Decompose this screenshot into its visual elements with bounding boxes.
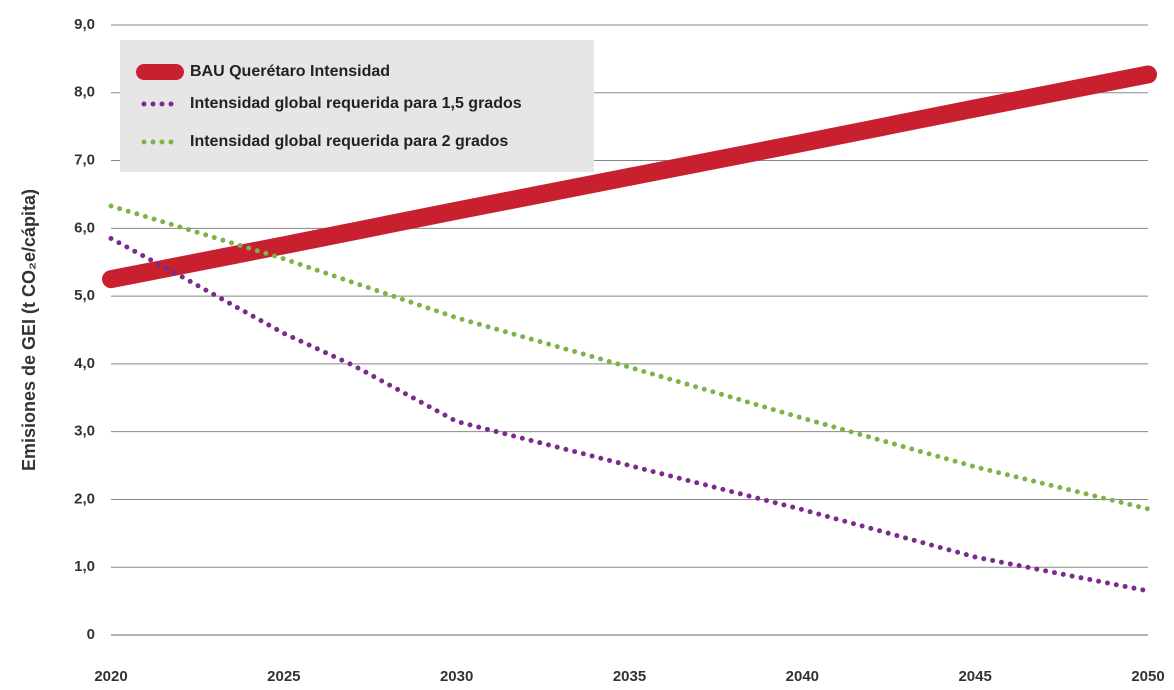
legend-label: Intensidad global requerida para 2 grado… [190, 133, 508, 150]
x-tick-label: 2020 [94, 668, 127, 685]
x-tick-label: 2045 [958, 668, 991, 685]
x-tick-label: 2035 [613, 668, 646, 685]
y-tick-label: 9,0 [74, 16, 95, 33]
y-tick-label: 3,0 [74, 423, 95, 440]
legend-label: BAU Querétaro Intensidad [190, 63, 390, 80]
y-tick-label: 6,0 [74, 219, 95, 236]
y-tick-label: 1,0 [74, 558, 95, 575]
y-tick-label: 2,0 [74, 490, 95, 507]
y-tick-label: 4,0 [74, 355, 95, 372]
x-tick-label: 2030 [440, 668, 473, 685]
y-tick-label: 0 [87, 626, 95, 643]
y-tick-label: 8,0 [74, 84, 95, 101]
legend-box [120, 40, 594, 172]
x-tick-label: 2050 [1131, 668, 1164, 685]
x-tick-label: 2040 [786, 668, 819, 685]
series-line [108, 236, 1151, 594]
y-axis-label: Emisiones de GEI (t CO₂e/cápita) [19, 189, 39, 471]
x-tick-label: 2025 [267, 668, 300, 685]
series-line [102, 65, 1157, 289]
legend-label: Intensidad global requerida para 1,5 gra… [190, 95, 522, 112]
y-tick-label: 7,0 [74, 152, 95, 169]
y-tick-label: 5,0 [74, 287, 95, 304]
series-line [108, 203, 1151, 512]
